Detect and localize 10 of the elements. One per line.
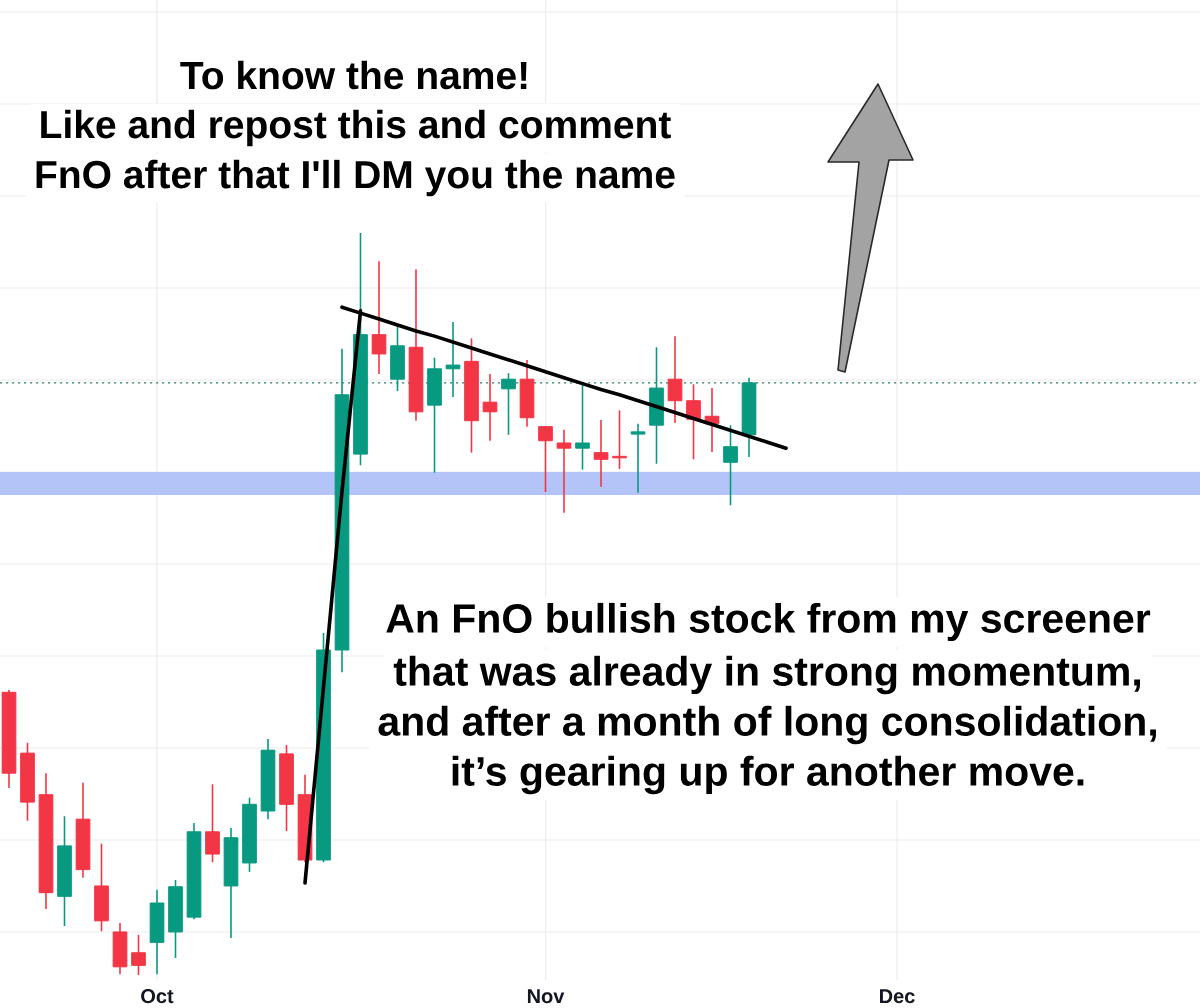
annotation: that was already in strong momentum, bbox=[393, 655, 1141, 695]
text: To know the name! bbox=[180, 60, 527, 90]
x-tick-label: Dec bbox=[880, 989, 915, 1004]
annotation: An FnO bullish stock from my screener bbox=[386, 602, 1151, 642]
annotation: it’s gearing up for another move. bbox=[452, 755, 1084, 795]
text: Like and repost this and comment bbox=[41, 109, 671, 147]
text: FnO after that I'll DM you the name bbox=[36, 159, 675, 197]
x-tick-label: Oct bbox=[141, 989, 174, 1004]
annotation: and after a month of long consolidation, bbox=[378, 705, 1156, 745]
x-tick-label: Nov bbox=[527, 989, 565, 1004]
